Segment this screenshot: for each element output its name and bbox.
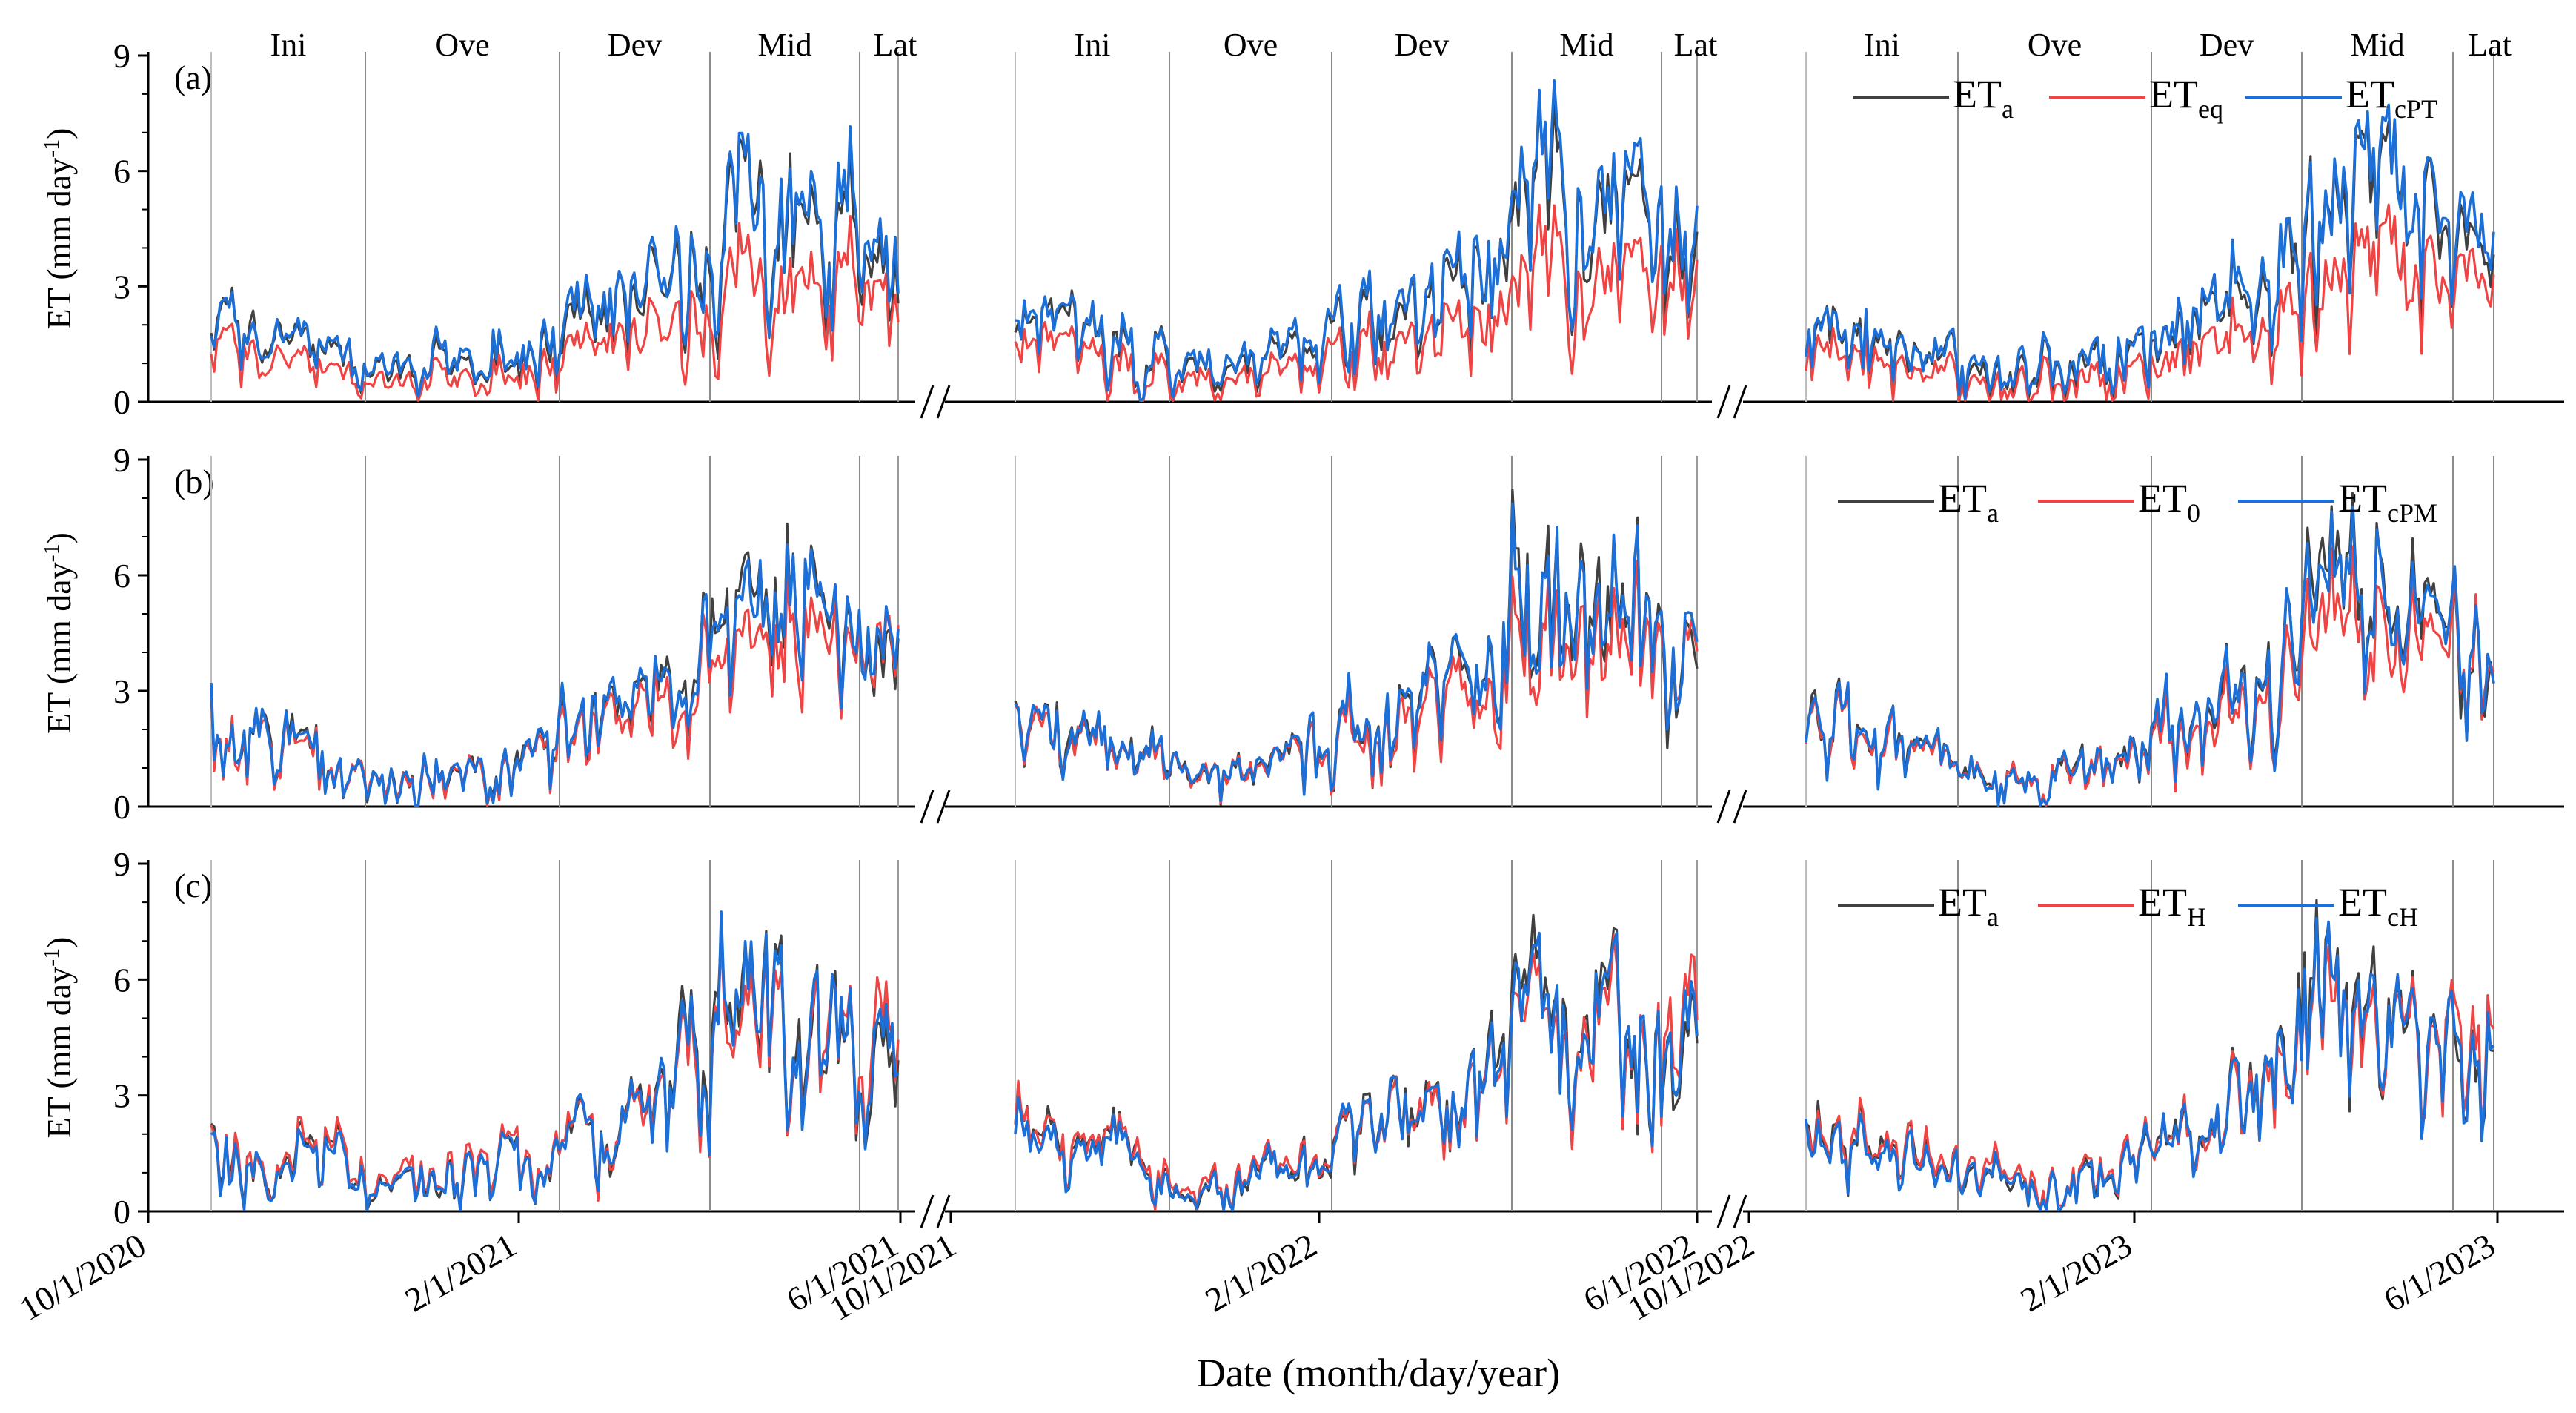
x-tick-label: 2/1/2022 [1199,1225,1323,1319]
legend-entry-label: ETa [1938,880,1999,932]
stage-label: Mid [1559,27,1613,63]
y-tick-label: 0 [113,383,130,421]
series-blue-line [1805,916,2495,1212]
legend-entry-label: ETH [2138,880,2206,932]
stage-label: Ove [2028,27,2082,63]
series-blue-line [1014,931,1699,1212]
axis-break-mark [936,1194,951,1228]
axis-break-mark [920,385,935,419]
panel-c: 0 3 6 9 ET (mm day-1) (c) ETa ETH ETcH [39,845,2564,1231]
stage-label: Lat [1674,27,1718,63]
y-tick-label: 6 [113,153,130,191]
stage-label: Ove [1224,27,1278,63]
panel-label: (c) [174,867,212,904]
stage-label: Ini [1864,27,1900,63]
y-tick-label: 9 [113,845,130,883]
y-tick-label: 3 [113,672,130,710]
y-axis-label: ET (mm day-1) [39,128,78,330]
axis-break-mark [1733,790,1747,824]
panel-b: 0 3 6 9 ET (mm day-1) (b) ETa ET0 ETcPM [39,441,2564,826]
x-tick-label: 10/1/2020 [13,1225,152,1327]
stage-label: Mid [757,27,811,63]
series-blue-line [210,125,900,398]
series-red-line [210,215,900,402]
legend-entry-label: ETcH [2338,880,2418,932]
y-axis-label: ET (mm day-1) [39,937,78,1139]
x-tick-label: 2/1/2021 [399,1225,522,1319]
legend-entry-label: ETa [1938,476,1999,528]
panel-label: (a) [174,59,212,96]
axis-break-mark [1733,385,1747,419]
axis-break-mark [920,790,935,824]
axis-break-mark [936,385,951,419]
series-red-line [1805,921,2495,1211]
stage-label: Dev [608,27,662,63]
y-tick-label: 9 [113,37,130,75]
legend-entry-label: ET0 [2138,476,2200,528]
stage-label: Mid [2350,27,2404,63]
series-eta-line [1805,899,2494,1211]
y-tick-label: 6 [113,961,130,999]
series-blue-line [1015,79,1699,403]
x-tick-label: 6/1/2023 [2377,1225,2501,1319]
y-axis-label: ET (mm day-1) [39,532,78,734]
y-tick-label: 0 [113,1193,130,1231]
y-tick-label: 0 [113,788,130,826]
legend-entry-label: ETa [1953,72,2014,124]
series-eta-line [1014,913,1699,1211]
series-red-line [1014,203,1699,402]
stage-label: Dev [1395,27,1449,63]
axis-break-mark [920,1194,935,1228]
axis-break-mark [1733,1194,1747,1228]
y-tick-label: 3 [113,268,130,305]
stage-label: Dev [2200,27,2254,63]
series-blue-line [1805,103,2495,400]
axis-break-mark [1716,385,1731,419]
x-tick-label: 2/1/2023 [2014,1225,2138,1319]
series-blue-line [210,910,900,1212]
series-blue-line [1805,506,2495,807]
legend: ETa ETH ETcH [1838,880,2418,932]
axis-break-mark [1716,790,1731,824]
series-blue-line [210,543,900,807]
panel-label: (b) [174,463,214,500]
stage-label: Ini [1075,27,1111,63]
stage-label: Ove [435,27,489,63]
stage-label: Ini [270,27,307,63]
stage-label: Lat [2468,27,2512,63]
legend-entry-label: ETcPT [2346,72,2437,124]
legend-entry-label: ETeq [2149,72,2223,124]
series-blue-line [1014,502,1699,803]
panel-a: 0 3 6 9 ET (mm day-1) (a) Ini Ove Dev Mid Lat Ini Ov… [39,27,2564,421]
legend-entry-label: ETcPM [2338,476,2437,528]
x-axis-label: Date (month/day/year) [1197,1351,1560,1395]
legend: ETa ET0 ETcPM [1838,476,2437,528]
series-eta-line [210,522,900,807]
axis-break-mark [936,790,951,824]
y-tick-label: 6 [113,557,130,595]
axis-break-mark [1716,1194,1731,1228]
y-tick-label: 3 [113,1077,130,1115]
stage-label: Lat [874,27,917,63]
y-tick-label: 9 [113,441,130,479]
legend: ETa ETeq ETcPT [1853,72,2437,124]
